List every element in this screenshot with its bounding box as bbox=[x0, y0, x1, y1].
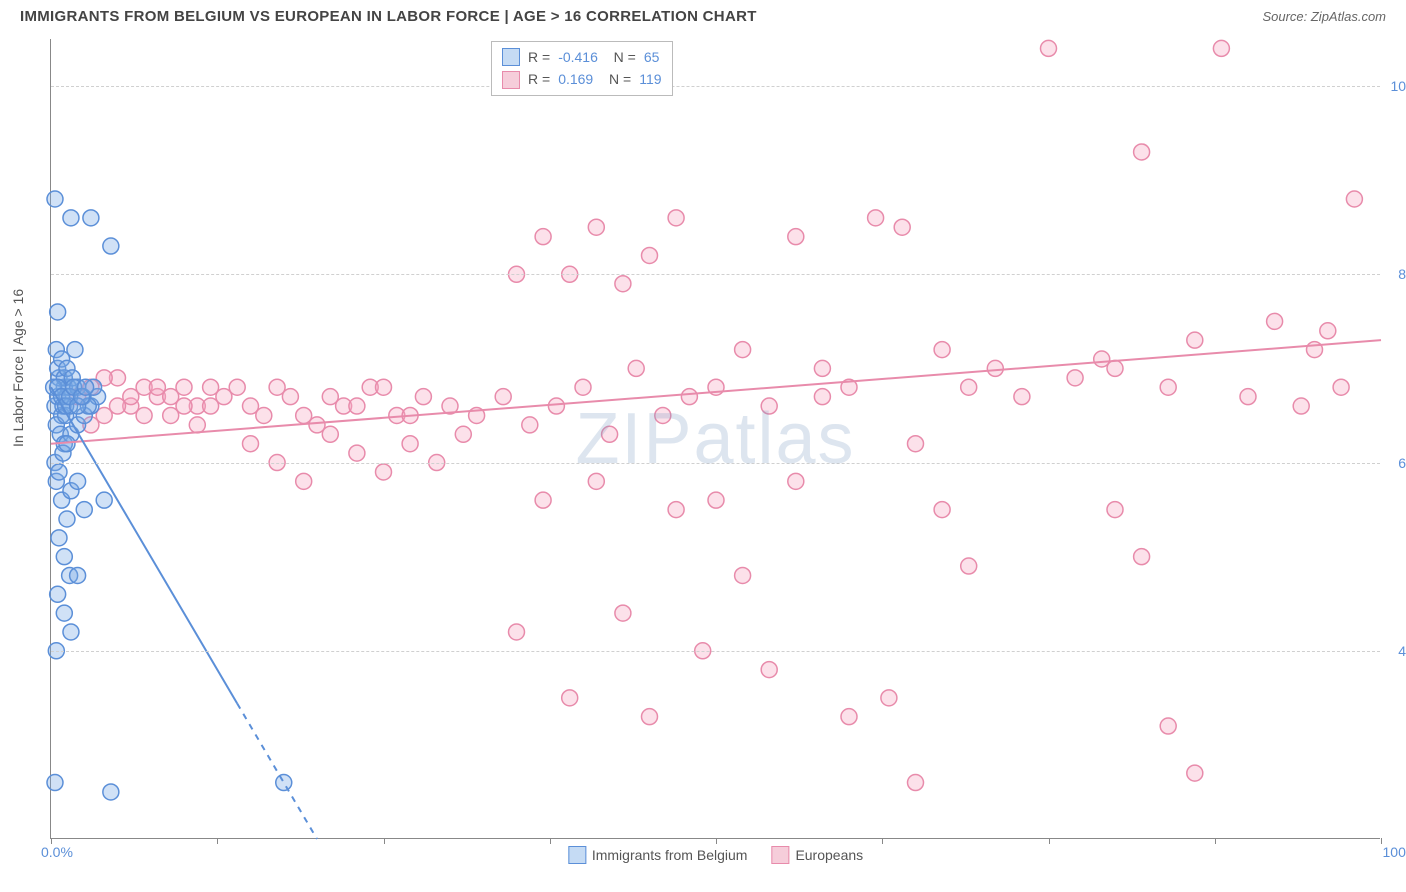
plot-area: ZIPatlas R = -0.416 N = 65 R = 0.169 N =… bbox=[50, 39, 1380, 839]
legend-item-blue: Immigrants from Belgium bbox=[568, 846, 748, 864]
xtick bbox=[716, 838, 717, 844]
scatter-svg bbox=[51, 39, 1380, 838]
stat-n-label: N = bbox=[606, 46, 636, 68]
stat-n-label: N = bbox=[601, 68, 631, 90]
stat-n-blue: 65 bbox=[644, 46, 660, 68]
ytick-label: 40.0% bbox=[1398, 643, 1406, 659]
stats-box: R = -0.416 N = 65 R = 0.169 N = 119 bbox=[491, 41, 673, 96]
stat-r-pink: 0.169 bbox=[558, 68, 593, 90]
gridline bbox=[51, 651, 1380, 652]
gridline bbox=[51, 86, 1380, 87]
xtick bbox=[1381, 838, 1382, 844]
stats-row-pink: R = 0.169 N = 119 bbox=[502, 68, 662, 90]
stat-r-label: R = bbox=[528, 68, 550, 90]
xtick-label-min: 0.0% bbox=[41, 844, 73, 860]
xtick bbox=[51, 838, 52, 844]
xtick bbox=[550, 838, 551, 844]
legend-item-pink: Europeans bbox=[771, 846, 863, 864]
xtick bbox=[384, 838, 385, 844]
swatch-pink bbox=[502, 71, 520, 89]
y-axis-label: In Labor Force | Age > 16 bbox=[10, 289, 26, 447]
xtick bbox=[1215, 838, 1216, 844]
chart-container: In Labor Force | Age > 16 ZIPatlas R = -… bbox=[0, 29, 1406, 889]
xtick bbox=[217, 838, 218, 844]
legend-swatch-pink bbox=[771, 846, 789, 864]
source-label: Source: ZipAtlas.com bbox=[1262, 9, 1386, 24]
legend-swatch-blue bbox=[568, 846, 586, 864]
legend-label-pink: Europeans bbox=[795, 847, 863, 863]
xtick bbox=[1049, 838, 1050, 844]
gridline bbox=[51, 463, 1380, 464]
gridline bbox=[51, 274, 1380, 275]
ytick-label: 80.0% bbox=[1398, 266, 1406, 282]
stat-r-label: R = bbox=[528, 46, 550, 68]
stat-n-pink: 119 bbox=[639, 68, 661, 90]
xtick bbox=[882, 838, 883, 844]
ytick-label: 100.0% bbox=[1391, 78, 1406, 94]
stat-r-blue: -0.416 bbox=[558, 46, 598, 68]
swatch-blue bbox=[502, 48, 520, 66]
ytick-label: 60.0% bbox=[1398, 455, 1406, 471]
bottom-legend: Immigrants from Belgium Europeans bbox=[568, 846, 863, 864]
stats-row-blue: R = -0.416 N = 65 bbox=[502, 46, 662, 68]
xtick-label-max: 100.0% bbox=[1383, 844, 1406, 860]
chart-title: IMMIGRANTS FROM BELGIUM VS EUROPEAN IN L… bbox=[20, 8, 757, 25]
legend-label-blue: Immigrants from Belgium bbox=[592, 847, 748, 863]
